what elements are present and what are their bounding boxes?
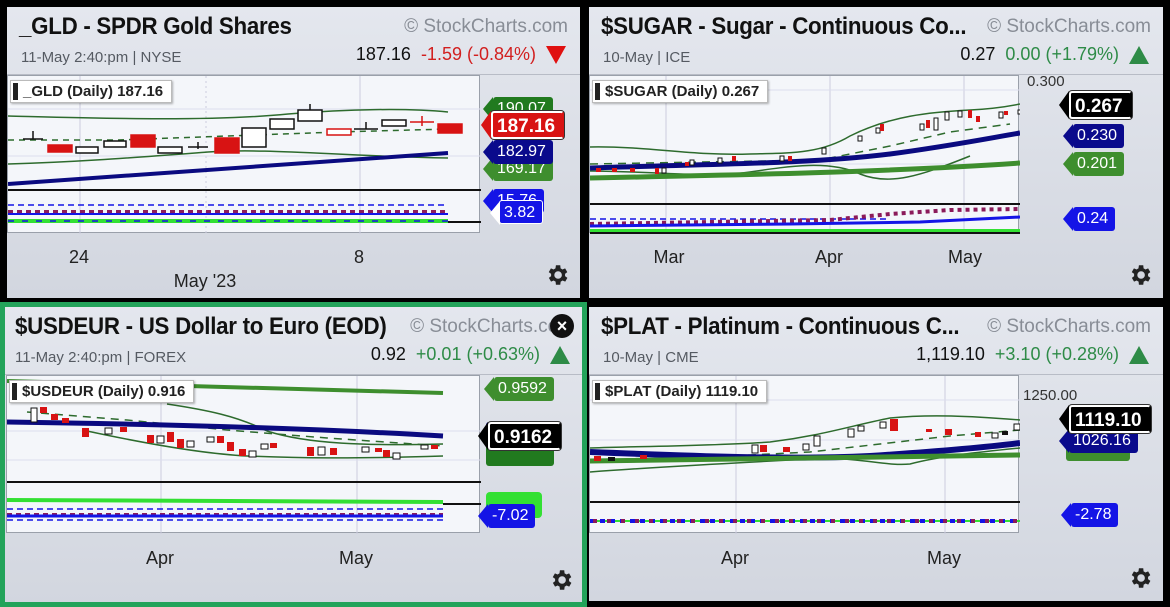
x-axis-label: Mar [653,247,685,267]
y-axis-tick: 0.300 [1027,73,1065,90]
series-legend: $SUGAR (Daily) 0.267 [592,80,769,103]
price-change: 0.00 (+1.79%) [1005,44,1119,64]
gear-icon[interactable] [548,567,574,593]
gld-chart-svg [8,76,481,234]
plat-chart-svg [590,376,1020,534]
usdeur-chart-svg [7,376,481,534]
x-axis-label: Apr [145,548,175,568]
indicator-tag: -2.78 [1060,503,1119,527]
x-axis-sublabel: May '23 [173,271,237,291]
price-tag: 182.97 [483,140,553,164]
chart-panel-plat[interactable]: $PLAT - Platinum - Continuous C... © Sto… [589,307,1163,601]
last-price-tag: 0.9162 [477,422,562,450]
copyright: © StockCharts.com [410,316,574,337]
gear-icon[interactable] [1127,262,1153,288]
quote: 0.27 0.00 (+1.79%) [960,44,1149,65]
price-tag: 0.201 [1062,152,1125,176]
chart-panel-gld[interactable]: _GLD - SPDR Gold Shares © StockCharts.co… [7,7,580,298]
copyright: © StockCharts.com [987,316,1151,337]
price-plot[interactable]: $SUGAR (Daily) 0.267 [589,75,1020,234]
last-price-tag: 1119.10 [1059,405,1151,433]
chart-subtitle: 10-May | CME [603,349,699,366]
chart-title[interactable]: $PLAT - Platinum - Continuous C... [601,313,960,340]
last-price-tag: 187.16 [480,111,565,139]
price-plot[interactable]: _GLD (Daily) 187.16 [7,75,481,234]
series-legend: _GLD (Daily) 187.16 [10,80,173,103]
last-price: 1,119.10 [916,344,985,364]
quote: 187.16 -1.59 (-0.84%) [356,44,566,65]
chart-header: $SUGAR - Sugar - Continuous Co... © Stoc… [589,7,1163,75]
chart-header: $USDEUR - US Dollar to Euro (EOD) © Stoc… [5,307,582,375]
quote: 0.92 +0.01 (+0.63%) [371,344,570,365]
chart-subtitle: 11-May 2:40:pm | FOREX [15,349,187,366]
x-axis-label: 24 [68,247,90,267]
last-price-tag: 0.267 [1059,91,1132,119]
copyright: © StockCharts.com [987,16,1151,37]
price-change: -1.59 (-0.84%) [420,44,536,64]
chart-title[interactable]: $SUGAR - Sugar - Continuous Co... [601,13,967,40]
indicator-tag: 0.24 [1062,207,1116,231]
series-legend: $PLAT (Daily) 1119.10 [592,380,768,403]
price-tag: 0.230 [1062,124,1125,148]
chart-panel-sugar[interactable]: $SUGAR - Sugar - Continuous Co... © Stoc… [589,7,1163,298]
gear-icon[interactable] [544,262,570,288]
last-price: 0.92 [370,344,406,364]
chart-panel-usdeur[interactable]: $USDEUR - US Dollar to Euro (EOD) © Stoc… [0,302,587,607]
quote: 1,119.10 +3.10 (+0.28%) [916,344,1149,365]
price-change: +3.10 (+0.28%) [994,344,1119,364]
copyright: © StockCharts.com [404,16,568,37]
sugar-chart-svg [590,76,1020,234]
up-arrow-icon [1129,45,1149,64]
gear-icon[interactable] [1127,565,1153,591]
chart-header: _GLD - SPDR Gold Shares © StockCharts.co… [7,7,580,75]
price-tag: 1026.16 [1059,429,1138,453]
price-change: +0.01 (+0.63%) [415,344,540,364]
chart-subtitle: 10-May | ICE [603,49,691,66]
price-tag: 0.9592 [484,377,554,401]
up-arrow-icon [1129,345,1149,364]
x-axis-label: Apr [720,548,750,568]
chart-title[interactable]: $USDEUR - US Dollar to Euro (EOD) [15,313,387,340]
last-price: 187.16 [355,44,411,64]
indicator-tag: 3.82 [489,200,544,225]
price-plot[interactable]: $USDEUR (Daily) 0.916 [6,375,481,534]
indicator-tag: -7.02 [477,504,536,528]
chart-subtitle: 11-May 2:40:pm | NYSE [21,49,182,66]
x-axis-label: May [338,548,374,568]
x-axis-label: Apr [814,247,844,267]
down-arrow-icon [546,45,566,64]
y-axis-tick: 1250.00 [1023,387,1078,404]
close-icon[interactable]: × [550,314,574,338]
x-axis-label: 8 [353,247,365,267]
up-arrow-icon [550,345,570,364]
x-axis-label: May [926,548,962,568]
chart-title[interactable]: _GLD - SPDR Gold Shares [19,13,292,40]
series-legend: $USDEUR (Daily) 0.916 [9,380,195,403]
chart-header: $PLAT - Platinum - Continuous C... © Sto… [589,307,1163,375]
last-price: 0.27 [960,44,996,64]
price-plot[interactable]: $PLAT (Daily) 1119.10 [589,375,1020,534]
x-axis-label: May [947,247,983,267]
